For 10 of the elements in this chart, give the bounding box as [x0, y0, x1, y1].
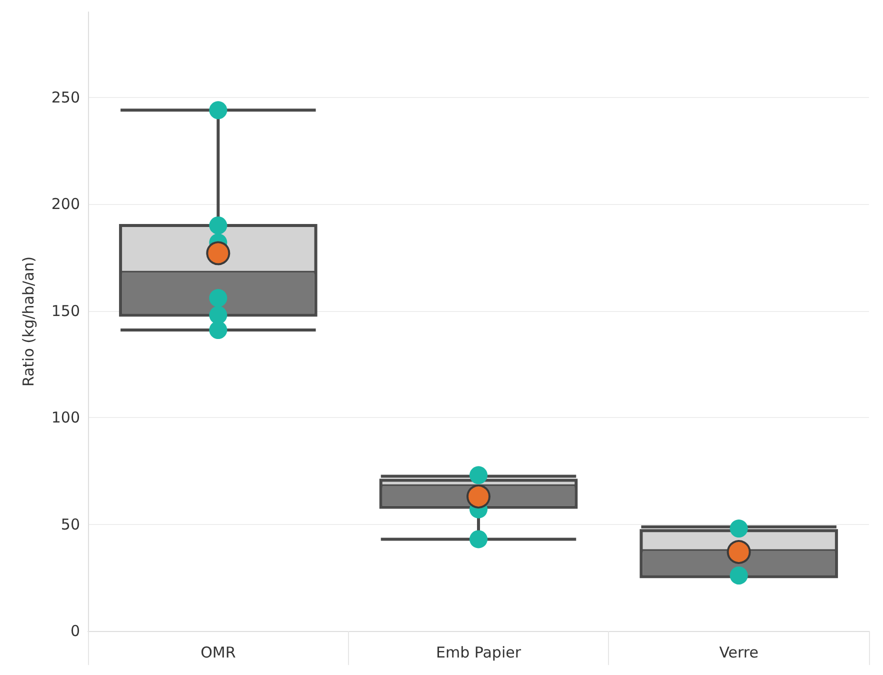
- y-tick-label: 150: [51, 302, 80, 320]
- x-tick-label: OMR: [200, 644, 236, 662]
- y-tick-label: 50: [60, 515, 80, 534]
- y-tick-label: 0: [70, 622, 80, 640]
- x-tick-label: Emb Papier: [436, 644, 522, 662]
- y-tick-label: 200: [51, 195, 80, 214]
- x-tick-label: Verre: [719, 644, 758, 662]
- y-axis-title: Ratio (kg/hab/an): [20, 256, 38, 387]
- y-tick-label: 250: [51, 88, 80, 106]
- y-tick-label: 100: [51, 408, 80, 427]
